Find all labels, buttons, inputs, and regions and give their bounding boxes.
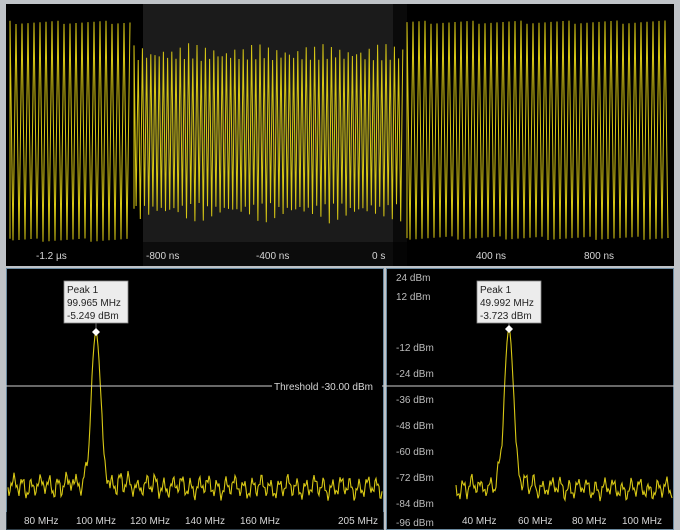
peak-title: Peak 1 [67,285,99,296]
time-domain-panel: -1.2 µs -800 ns -400 ns 0 s 400 ns 800 n… [6,4,674,266]
level-tick-label: -60 dBm [396,447,434,458]
time-axis-ticks: -1.2 µs -800 ns -400 ns 0 s 400 ns 800 n… [36,251,614,262]
spectrum-left-axis-band [6,512,384,530]
level-tick-label: -36 dBm [396,395,434,406]
level-tick-label: 12 dBm [396,292,430,303]
freq-tick-label: 120 MHz [130,516,170,527]
spectrum-right-y-ticks: 24 dBm 12 dBm -12 dBm -24 dBm -36 dBm -4… [396,273,434,529]
level-tick-label: -12 dBm [396,343,434,354]
time-waveform [9,20,669,242]
freq-tick-label: 80 MHz [24,516,58,527]
time-tick-label: -400 ns [256,251,289,262]
freq-tick-label: 40 MHz [462,516,496,527]
peak-title: Peak 1 [480,285,512,296]
spectrum-right-panel: 24 dBm 12 dBm -12 dBm -24 dBm -36 dBm -4… [386,268,674,530]
time-waveform-trace [9,20,669,242]
peak-level: -3.723 dBm [480,311,532,322]
peak-frequency: 49.992 MHz [480,298,534,309]
peak-label-box [63,280,129,324]
peak-frequency: 99.965 MHz [67,298,121,309]
time-tick-label: -800 ns [146,251,179,262]
level-tick-label: -96 dBm [396,518,434,529]
time-axis-band [6,242,674,266]
time-tick-label: 0 s [372,251,385,262]
peak-diamond-icon [505,325,513,333]
time-tick-label: -1.2 µs [36,251,67,262]
freq-tick-label: 140 MHz [185,516,225,527]
level-tick-label: -48 dBm [396,421,434,432]
freq-tick-label: 60 MHz [518,516,552,527]
peak-diamond-icon [92,328,100,336]
freq-tick-label: 100 MHz [76,516,116,527]
level-tick-label: 24 dBm [396,273,430,284]
spectrum-left-panel: Threshold -30.00 dBm Peak 1 99.965 MHz -… [6,268,384,530]
level-tick-label: -72 dBm [396,473,434,484]
spectrum-right-trace [455,326,673,503]
level-tick-label: -84 dBm [396,499,434,510]
time-tick-label: 400 ns [476,251,506,262]
level-tick-label: -24 dBm [396,369,434,380]
threshold-label: Threshold -30.00 dBm [274,382,373,393]
freq-tick-label: 80 MHz [572,516,606,527]
freq-tick-label: 160 MHz [240,516,280,527]
threshold-label-bg [272,380,382,392]
peak-marker-right[interactable]: Peak 1 49.992 MHz -3.723 dBm [476,280,542,333]
spectrum-left-x-ticks: 80 MHz 100 MHz 120 MHz 140 MHz 160 MHz 2… [24,516,378,527]
freq-tick-label: 100 MHz [622,516,662,527]
peak-level: -5.249 dBm [67,311,119,322]
spectrum-left-trace [7,329,383,501]
time-tick-label: 800 ns [584,251,614,262]
peak-marker-left[interactable]: Peak 1 99.965 MHz -5.249 dBm [63,280,129,336]
peak-label-box [476,280,542,324]
freq-tick-label: 205 MHz [338,516,378,527]
spectrum-right-x-ticks: 40 MHz 60 MHz 80 MHz 100 MHz [462,516,662,527]
